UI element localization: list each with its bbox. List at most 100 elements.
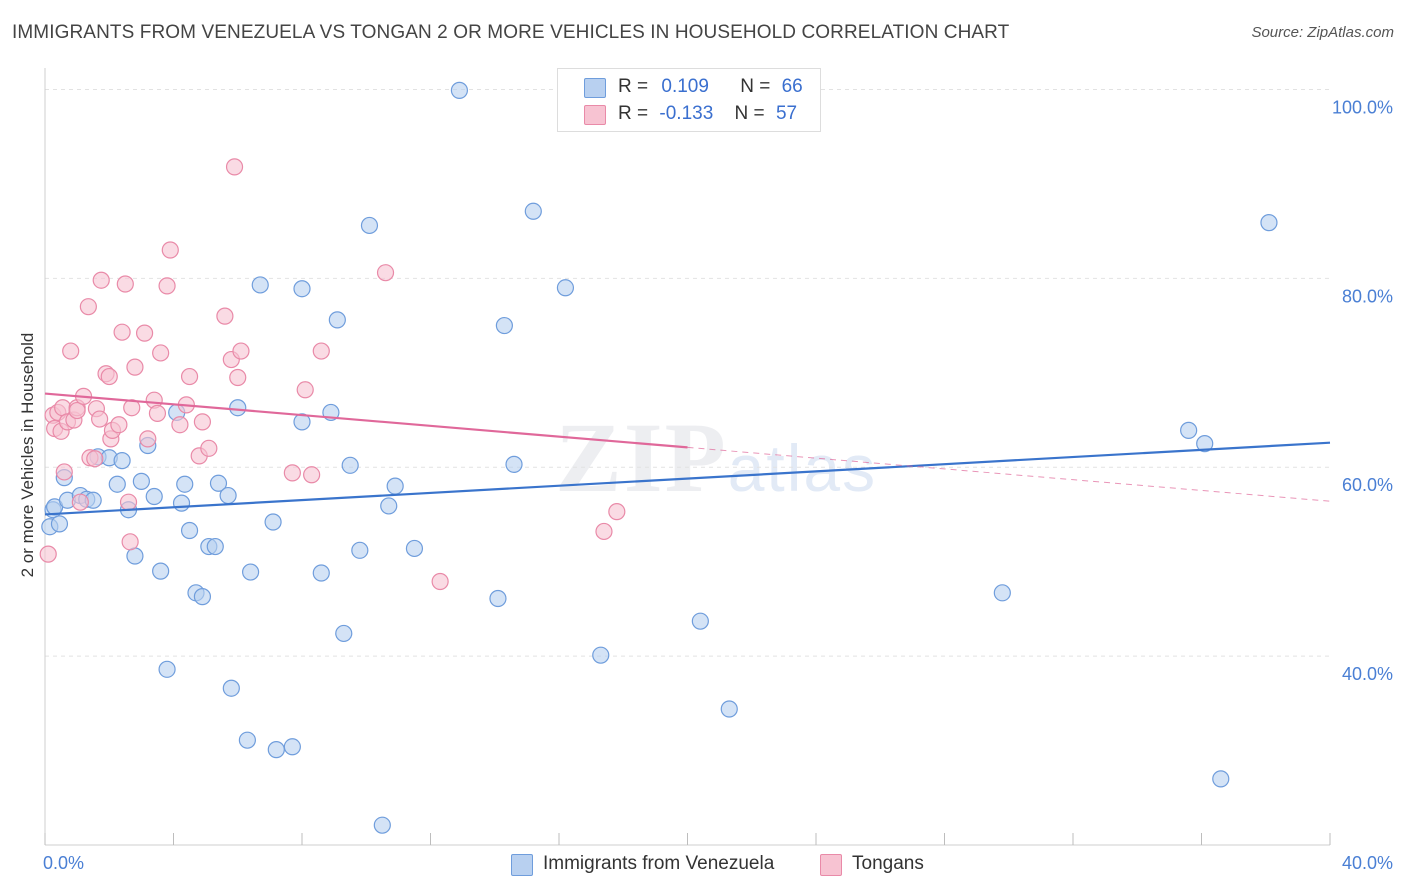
legend-r-label: R =	[618, 76, 649, 97]
data-point-venezuela	[1180, 421, 1198, 439]
data-point-venezuela	[1260, 214, 1278, 232]
data-point-venezuela	[242, 563, 260, 581]
y-tick-label: 60.0%	[1342, 475, 1393, 495]
data-point-venezuela	[341, 456, 359, 474]
data-point-venezuela	[691, 612, 709, 630]
data-point-tongans	[595, 522, 613, 541]
bottom-legend-swatch-tongans	[820, 854, 842, 876]
data-point-tongans	[110, 416, 128, 434]
data-point-venezuela	[495, 316, 513, 335]
data-point-venezuela	[238, 731, 256, 749]
x-tick-label: 40.0%	[1342, 853, 1393, 873]
legend-n-label: N =	[734, 103, 765, 124]
data-point-venezuela	[219, 486, 237, 505]
data-point-venezuela	[283, 738, 301, 756]
data-point-tongans	[55, 463, 73, 481]
data-point-venezuela	[328, 311, 346, 329]
chart-title: IMMIGRANTS FROM VENEZUELA VS TONGAN 2 OR…	[12, 22, 1010, 43]
data-point-venezuela	[386, 477, 404, 495]
correlation-legend: R = 0.109 N = 66 R = -0.133 N = 57	[557, 68, 821, 132]
data-point-venezuela	[267, 741, 285, 759]
data-point-tongans	[431, 572, 449, 591]
data-point-tongans	[608, 503, 626, 521]
data-point-venezuela	[126, 547, 144, 565]
data-point-venezuela	[180, 521, 199, 540]
data-point-tongans	[121, 533, 139, 551]
legend-n-value-venezuela: 66	[781, 76, 803, 97]
data-point-tongans	[139, 430, 157, 448]
data-point-venezuela	[209, 474, 228, 492]
data-point-tongans	[376, 264, 395, 282]
data-point-venezuela	[1196, 435, 1214, 453]
data-point-venezuela	[505, 455, 523, 473]
data-point-venezuela	[592, 646, 610, 664]
y-tick-label: 40.0%	[1342, 664, 1393, 684]
data-point-tongans	[71, 493, 89, 511]
data-point-venezuela	[351, 541, 369, 559]
legend-n-value-tongans: 57	[775, 103, 798, 124]
data-point-tongans	[39, 545, 57, 563]
legend-r-label: R =	[618, 103, 649, 124]
data-point-tongans	[86, 450, 104, 468]
bottom-legend-label-venezuela: Immigrants from Venezuela	[543, 853, 775, 874]
data-point-venezuela	[145, 487, 163, 506]
data-point-tongans	[148, 404, 167, 422]
data-point-tongans	[91, 410, 109, 428]
data-point-venezuela	[405, 539, 424, 558]
data-point-venezuela	[222, 679, 240, 697]
data-point-tongans	[92, 271, 110, 289]
data-point-tongans	[303, 466, 321, 484]
watermark-zip: ZIP	[555, 402, 728, 513]
data-point-venezuela	[264, 513, 282, 531]
watermark-atlas: atlas	[727, 431, 878, 505]
legend-swatch-venezuela	[584, 78, 606, 98]
legend-r-value-venezuela: 0.109	[661, 76, 709, 97]
data-point-tongans	[135, 324, 154, 342]
data-point-tongans	[312, 342, 330, 360]
data-point-tongans	[126, 358, 144, 376]
data-point-venezuela	[293, 413, 311, 431]
data-point-venezuela	[206, 537, 224, 556]
data-point-tongans	[232, 342, 250, 360]
data-point-venezuela	[489, 589, 507, 608]
data-point-venezuela	[450, 81, 469, 99]
data-point-venezuela	[176, 475, 194, 493]
bottom-legend-swatch-venezuela	[511, 854, 533, 876]
data-point-venezuela	[193, 588, 212, 606]
trend-line-extension-tongans	[687, 446, 1331, 502]
data-point-venezuela	[293, 280, 311, 298]
data-point-venezuela	[229, 399, 247, 417]
data-point-venezuela	[335, 624, 353, 643]
data-point-tongans	[100, 367, 118, 386]
data-point-tongans	[119, 493, 138, 511]
data-point-tongans	[113, 323, 131, 341]
data-point-tongans	[229, 368, 247, 387]
data-point-tongans	[116, 275, 134, 293]
data-point-venezuela	[556, 279, 575, 297]
data-point-tongans	[152, 344, 170, 362]
data-point-venezuela	[113, 452, 131, 470]
data-point-tongans	[216, 307, 234, 325]
data-point-venezuela	[251, 276, 269, 294]
source-note: Source: ZipAtlas.com	[1251, 24, 1394, 41]
data-point-tongans	[180, 367, 199, 386]
data-point-tongans	[193, 413, 212, 431]
bottom-legend-label-tongans: Tongans	[852, 853, 924, 874]
data-point-venezuela	[132, 472, 150, 490]
data-point-tongans	[296, 381, 314, 399]
data-point-venezuela	[1212, 770, 1230, 788]
x-tick-label: 0.0%	[43, 853, 84, 873]
data-point-venezuela	[158, 660, 176, 678]
y-tick-label: 80.0%	[1342, 286, 1393, 306]
data-point-venezuela	[380, 497, 398, 515]
data-point-venezuela	[524, 202, 542, 220]
data-point-tongans	[158, 277, 176, 295]
data-point-venezuela	[373, 816, 391, 834]
data-point-venezuela	[172, 494, 191, 512]
data-point-venezuela	[50, 515, 69, 533]
data-point-tongans	[68, 401, 86, 420]
data-point-tongans	[225, 158, 244, 176]
data-point-venezuela	[108, 475, 126, 493]
data-point-tongans	[200, 439, 218, 457]
data-point-tongans	[171, 416, 189, 434]
